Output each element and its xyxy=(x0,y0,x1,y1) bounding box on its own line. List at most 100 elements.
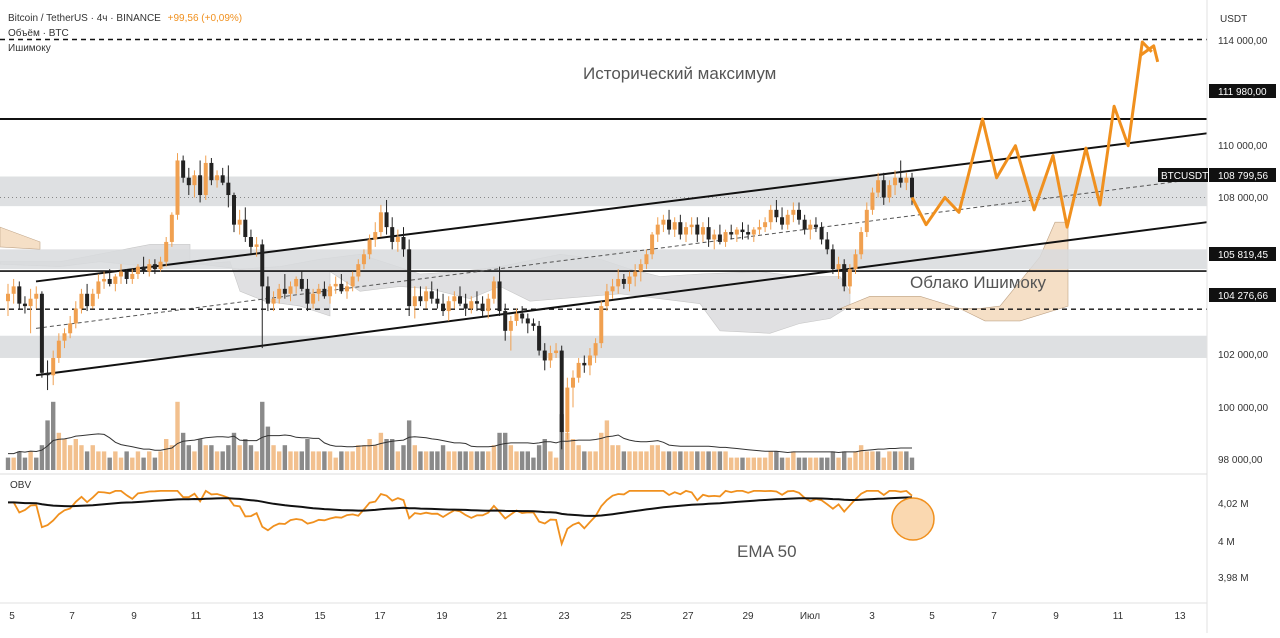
candle-body[interactable] xyxy=(141,266,146,272)
candle-body[interactable] xyxy=(85,293,90,307)
candle-body[interactable] xyxy=(209,162,214,181)
candle-body[interactable] xyxy=(689,224,694,228)
candle-body[interactable] xyxy=(237,219,242,225)
candle-body[interactable] xyxy=(345,286,349,292)
candle-body[interactable] xyxy=(34,293,39,299)
candle-body[interactable] xyxy=(452,296,457,302)
candle-body[interactable] xyxy=(395,237,400,242)
candle-body[interactable] xyxy=(751,229,756,235)
candle-body[interactable] xyxy=(684,227,688,235)
candle-body[interactable] xyxy=(384,212,389,228)
candle-body[interactable] xyxy=(712,234,717,240)
candle-body[interactable] xyxy=(446,301,451,312)
candle-body[interactable] xyxy=(514,313,519,321)
candle-body[interactable] xyxy=(68,323,73,334)
candle-body[interactable] xyxy=(226,182,231,196)
candle-body[interactable] xyxy=(587,355,592,366)
candle-body[interactable] xyxy=(565,387,570,433)
candle-body[interactable] xyxy=(520,313,525,319)
candle-body[interactable] xyxy=(79,293,84,309)
candle-body[interactable] xyxy=(785,214,790,225)
candle-body[interactable] xyxy=(593,343,598,356)
candle-body[interactable] xyxy=(429,291,434,299)
candle-body[interactable] xyxy=(729,232,734,235)
candle-body[interactable] xyxy=(830,249,835,270)
candle-body[interactable] xyxy=(282,288,287,294)
candle-body[interactable] xyxy=(910,177,914,198)
candle-body[interactable] xyxy=(723,232,728,242)
candle-body[interactable] xyxy=(661,219,666,225)
candle-body[interactable] xyxy=(203,162,208,196)
candle-body[interactable] xyxy=(808,224,813,230)
candle-body[interactable] xyxy=(243,219,248,237)
candle-body[interactable] xyxy=(644,254,649,265)
candle-body[interactable] xyxy=(780,217,785,225)
candle-body[interactable] xyxy=(842,264,847,287)
candle-body[interactable] xyxy=(847,269,852,287)
candle-body[interactable] xyxy=(333,283,338,287)
candle-body[interactable] xyxy=(288,286,293,294)
candle-body[interactable] xyxy=(695,224,700,235)
candle-body[interactable] xyxy=(198,175,203,196)
candle-body[interactable] xyxy=(548,353,553,361)
candle-body[interactable] xyxy=(254,244,259,247)
candle-body[interactable] xyxy=(294,278,299,287)
candle-body[interactable] xyxy=(836,264,841,270)
candle-body[interactable] xyxy=(390,227,395,242)
candle-body[interactable] xyxy=(582,362,587,366)
candle-body[interactable] xyxy=(215,175,220,181)
candle-body[interactable] xyxy=(616,278,621,287)
candle-body[interactable] xyxy=(859,232,864,255)
candle-body[interactable] xyxy=(650,234,655,255)
candle-body[interactable] xyxy=(706,227,711,240)
candle-body[interactable] xyxy=(508,320,513,331)
candle-body[interactable] xyxy=(39,293,44,373)
candle-body[interactable] xyxy=(305,288,310,304)
candle-body[interactable] xyxy=(571,377,575,388)
candle-body[interactable] xyxy=(367,239,372,255)
candle-body[interactable] xyxy=(113,276,118,284)
candle-body[interactable] xyxy=(56,340,61,358)
candle-body[interactable] xyxy=(667,219,672,230)
candle-body[interactable] xyxy=(740,229,745,233)
candle-body[interactable] xyxy=(458,296,462,304)
candle-body[interactable] xyxy=(797,209,801,220)
candle-body[interactable] xyxy=(881,180,886,198)
candle-body[interactable] xyxy=(853,254,858,270)
candle-body[interactable] xyxy=(633,271,638,277)
candle-body[interactable] xyxy=(322,288,327,297)
candle-body[interactable] xyxy=(361,254,366,265)
candle-body[interactable] xyxy=(107,278,112,284)
candle-body[interactable] xyxy=(265,286,270,304)
candle-body[interactable] xyxy=(768,209,773,223)
candle-body[interactable] xyxy=(62,333,67,341)
candle-body[interactable] xyxy=(604,291,609,307)
candle-body[interactable] xyxy=(531,323,536,326)
candle-body[interactable] xyxy=(802,219,807,230)
candle-body[interactable] xyxy=(169,214,174,242)
candle-body[interactable] xyxy=(435,298,440,304)
candle-body[interactable] xyxy=(424,291,429,302)
candle-body[interactable] xyxy=(893,177,898,186)
candle-body[interactable] xyxy=(11,286,16,294)
candle-body[interactable] xyxy=(158,261,163,270)
candle-body[interactable] xyxy=(407,249,412,307)
candle-body[interactable] xyxy=(819,227,824,240)
candle-body[interactable] xyxy=(774,209,779,218)
candle-body[interactable] xyxy=(328,286,333,297)
candle-body[interactable] xyxy=(537,325,542,351)
candle-body[interactable] xyxy=(271,298,276,304)
candle-body[interactable] xyxy=(124,271,129,279)
candle-body[interactable] xyxy=(655,224,660,235)
candle-body[interactable] xyxy=(220,175,225,183)
candle-body[interactable] xyxy=(401,237,406,250)
candle-body[interactable] xyxy=(717,234,722,242)
candle-body[interactable] xyxy=(441,303,446,312)
candle-body[interactable] xyxy=(576,362,581,378)
candle-body[interactable] xyxy=(373,232,378,240)
candle-body[interactable] xyxy=(638,264,643,272)
candle-body[interactable] xyxy=(497,281,502,312)
candle-body[interactable] xyxy=(791,209,796,215)
candle-body[interactable] xyxy=(734,229,739,235)
candle-body[interactable] xyxy=(316,288,321,294)
